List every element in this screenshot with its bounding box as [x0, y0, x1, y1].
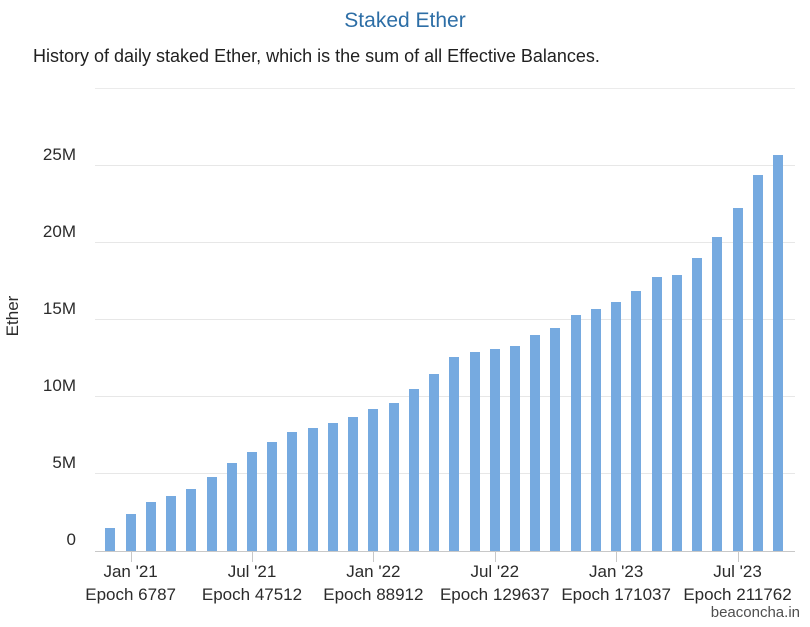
- y-tick-label-20M: 20M: [42, 222, 76, 241]
- bar-aug23[interactable]: [752, 175, 763, 551]
- y-tick-label-5M: 5M: [52, 453, 76, 472]
- bar-aug22[interactable]: [510, 346, 520, 551]
- y-tick-label-0: 0: [66, 530, 76, 549]
- gridline-5M: [95, 473, 795, 474]
- bar-dec20[interactable]: [105, 528, 116, 551]
- x-label-epoch-88912: Epoch 88912: [323, 585, 424, 604]
- plot-area: [95, 88, 795, 552]
- x-label-month-jul22: Jul '22: [470, 562, 520, 581]
- bar-jun23[interactable]: [712, 237, 723, 551]
- x-label-month-jan23: Jan '23: [588, 562, 644, 581]
- x-label-epoch-171037: Epoch 171037: [561, 585, 671, 604]
- watermark-beaconcha-in: beaconcha.in: [710, 604, 800, 621]
- bar-feb21[interactable]: [145, 502, 156, 551]
- x-label-month-jul21: Jul '21: [227, 562, 277, 581]
- x-tick-jan23: [616, 551, 618, 562]
- bar-jan22[interactable]: [368, 409, 379, 551]
- x-label-epoch-129637: Epoch 129637: [439, 585, 550, 604]
- x-label-month-jan22: Jan '22: [346, 562, 401, 581]
- y-tick-label-10M: 10M: [42, 376, 76, 395]
- gridline-10M: [95, 396, 795, 397]
- bar-sep22[interactable]: [530, 335, 541, 551]
- bar-nov22[interactable]: [570, 315, 581, 551]
- x-label-epoch-6787: Epoch 6787: [85, 585, 176, 604]
- bar-mar21[interactable]: [166, 496, 177, 551]
- bar-jun21[interactable]: [226, 463, 237, 551]
- bar-oct21[interactable]: [307, 428, 318, 551]
- bar-feb22[interactable]: [388, 403, 399, 551]
- bar-may22[interactable]: [449, 357, 460, 551]
- bar-oct22[interactable]: [550, 328, 561, 551]
- x-label-epoch-211762: Epoch 211762: [683, 585, 792, 604]
- x-label-month-jul23: Jul '23: [713, 562, 762, 581]
- bar-aug21[interactable]: [267, 442, 278, 551]
- bar-sep23[interactable]: [772, 155, 783, 551]
- bar-apr22[interactable]: [429, 374, 440, 551]
- bar-apr21[interactable]: [186, 489, 197, 551]
- gridline-25M: [95, 165, 795, 166]
- bar-dec22[interactable]: [590, 309, 601, 551]
- y-tick-label-25M: 25M: [42, 145, 76, 164]
- bar-sep21[interactable]: [287, 432, 298, 551]
- bar-mar23[interactable]: [651, 277, 662, 551]
- bar-nov21[interactable]: [327, 423, 338, 551]
- bar-mar22[interactable]: [408, 389, 419, 551]
- bar-feb23[interactable]: [631, 291, 642, 551]
- x-tick-jan22: [373, 551, 375, 562]
- bar-jun22[interactable]: [469, 352, 480, 551]
- bar-jan21[interactable]: [125, 514, 136, 551]
- bar-jan23[interactable]: [611, 302, 622, 551]
- gridline-20M: [95, 242, 795, 243]
- x-tick-jul23: [737, 551, 739, 562]
- chart-title: Staked Ether: [344, 9, 466, 32]
- gridline-15M: [95, 319, 795, 320]
- x-tick-jul22: [494, 551, 496, 562]
- chart-subtitle: History of daily staked Ether, which is …: [33, 46, 600, 66]
- bar-may21[interactable]: [206, 477, 217, 551]
- x-label-month-jan21: Jan '21: [103, 562, 158, 581]
- x-label-epoch-47512: Epoch 47512: [201, 585, 303, 604]
- y-tick-label-15M: 15M: [42, 299, 76, 318]
- bar-jul23[interactable]: [732, 208, 743, 551]
- bar-jul22[interactable]: [489, 349, 500, 551]
- bar-dec21[interactable]: [348, 417, 359, 551]
- x-tick-jul21: [252, 551, 253, 562]
- bar-apr23[interactable]: [671, 275, 682, 551]
- bar-jul21[interactable]: [247, 452, 257, 551]
- x-tick-jan21: [130, 551, 132, 562]
- bar-may23[interactable]: [692, 258, 703, 551]
